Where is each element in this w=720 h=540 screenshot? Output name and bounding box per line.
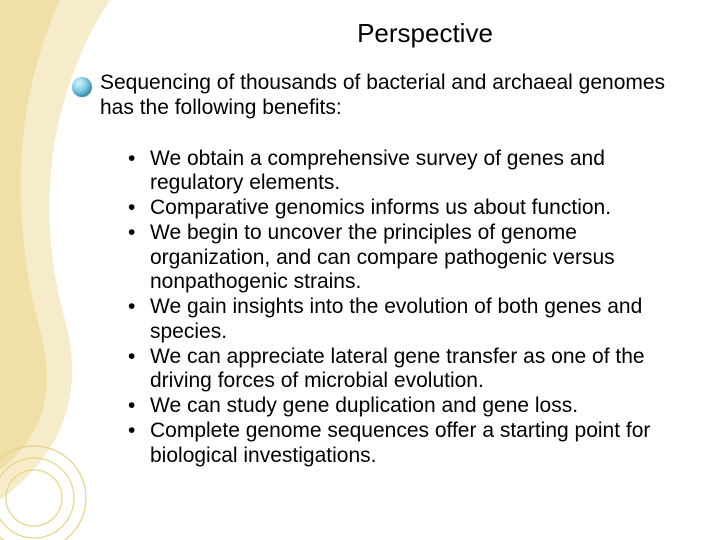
- list-item: Comparative genomics informs us about fu…: [128, 196, 680, 221]
- slide-title: Perspective: [170, 18, 680, 49]
- intro-text: Sequencing of thousands of bacterial and…: [100, 71, 680, 121]
- list-item: We can appreciate lateral gene transfer …: [128, 345, 680, 395]
- sphere-icon: [72, 77, 92, 97]
- list-item: Complete genome sequences offer a starti…: [128, 419, 680, 469]
- list-item: We gain insights into the evolution of b…: [128, 295, 680, 345]
- list-item: We can study gene duplication and gene l…: [128, 394, 680, 419]
- bullet-list: We obtain a comprehensive survey of gene…: [100, 147, 680, 469]
- list-item: We begin to uncover the principles of ge…: [128, 221, 680, 295]
- list-item: We obtain a comprehensive survey of gene…: [128, 147, 680, 197]
- slide: Perspective Sequencing of thousands of b…: [0, 0, 720, 540]
- intro-row: Sequencing of thousands of bacterial and…: [72, 71, 680, 121]
